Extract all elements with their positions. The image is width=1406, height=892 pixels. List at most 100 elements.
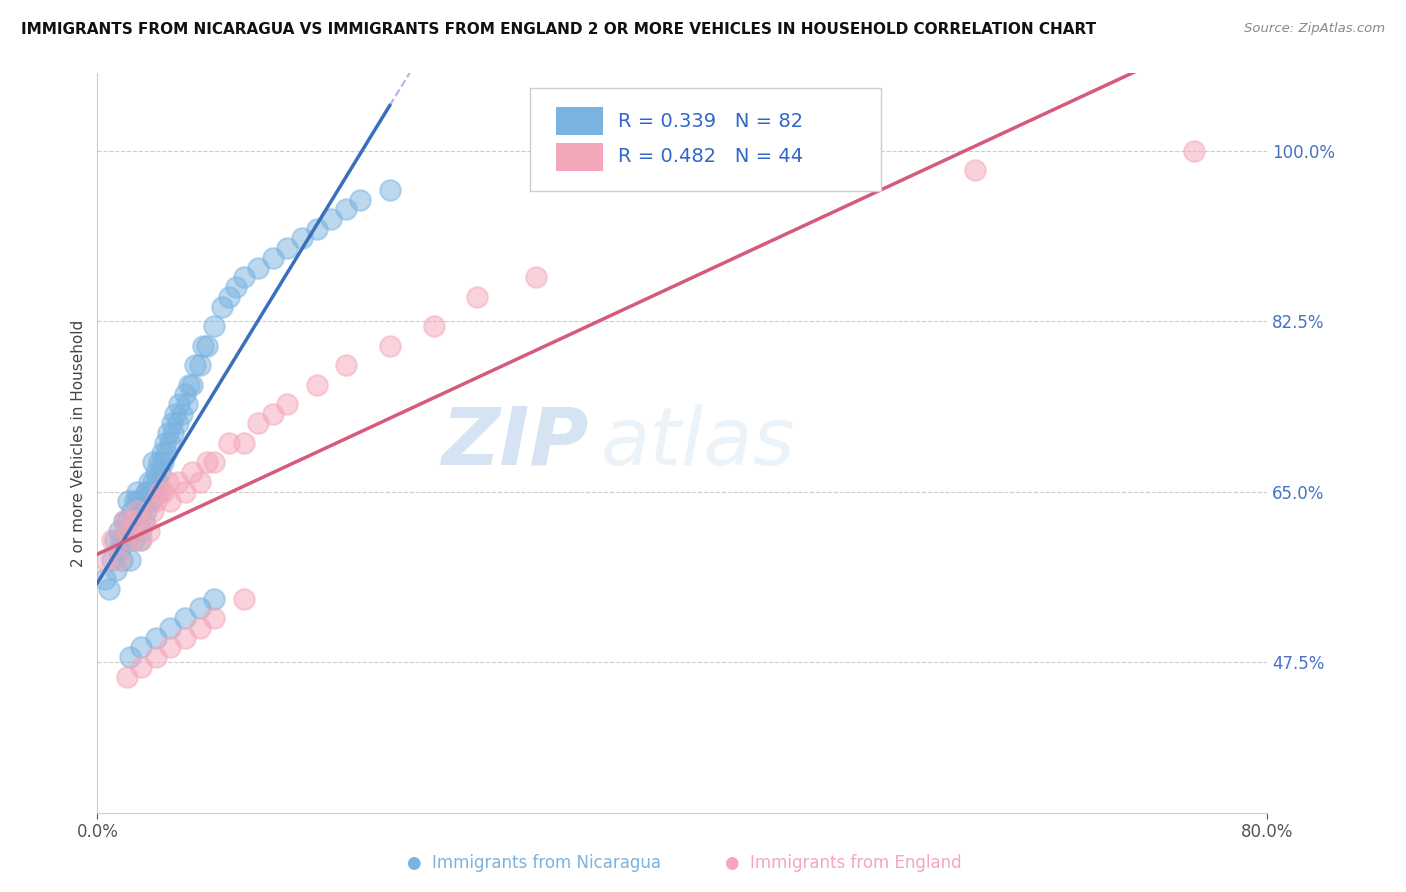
Immigrants from Nicaragua [247,260,270,275]
Immigrants from Nicaragua [155,445,177,459]
Immigrants from England [181,465,204,479]
Immigrants from England [188,475,211,489]
Immigrants from Nicaragua [211,300,233,314]
Text: ●  Immigrants from England: ● Immigrants from England [725,855,962,872]
Immigrants from Nicaragua [291,231,314,245]
Text: IMMIGRANTS FROM NICARAGUA VS IMMIGRANTS FROM ENGLAND 2 OR MORE VEHICLES IN HOUSE: IMMIGRANTS FROM NICARAGUA VS IMMIGRANTS … [21,22,1097,37]
Immigrants from England [174,484,197,499]
Text: atlas: atlas [600,404,794,482]
Immigrants from Nicaragua [378,183,401,197]
Immigrants from England [159,494,181,508]
Immigrants from England [305,377,328,392]
Immigrants from Nicaragua [138,475,160,489]
Immigrants from Nicaragua [112,514,135,528]
Immigrants from Nicaragua [136,484,159,499]
Immigrants from Nicaragua [179,377,201,392]
Immigrants from Nicaragua [108,524,131,538]
Immigrants from Nicaragua [159,436,181,450]
Immigrants from Nicaragua [159,621,181,635]
Immigrants from Nicaragua [129,504,152,518]
Immigrants from Nicaragua [188,358,211,372]
Immigrants from Nicaragua [118,553,141,567]
Immigrants from England [1182,144,1205,158]
Immigrants from Nicaragua [150,445,173,459]
Immigrants from Nicaragua [174,387,197,401]
Immigrants from Nicaragua [93,572,115,586]
Text: ZIP: ZIP [441,404,589,482]
Immigrants from Nicaragua [108,543,131,558]
Immigrants from Nicaragua [191,338,214,352]
Immigrants from England [166,475,188,489]
Immigrants from England [422,319,444,334]
Immigrants from Nicaragua [184,358,207,372]
Immigrants from Nicaragua [145,484,167,499]
Immigrants from Nicaragua [129,524,152,538]
Immigrants from Nicaragua [124,494,146,508]
Immigrants from Nicaragua [128,533,150,548]
Immigrants from England [134,514,156,528]
Immigrants from Nicaragua [160,417,183,431]
Immigrants from Nicaragua [232,270,254,285]
Immigrants from Nicaragua [218,290,240,304]
Immigrants from England [125,504,148,518]
Immigrants from England [122,514,145,528]
Immigrants from Nicaragua [122,514,145,528]
Immigrants from Nicaragua [176,397,198,411]
Immigrants from Nicaragua [181,377,204,392]
Text: R = 0.339   N = 82: R = 0.339 N = 82 [617,112,803,130]
Immigrants from Nicaragua [166,417,188,431]
Text: ●  Immigrants from Nicaragua: ● Immigrants from Nicaragua [408,855,661,872]
Immigrants from Nicaragua [101,553,124,567]
Immigrants from Nicaragua [129,640,152,655]
Immigrants from England [232,436,254,450]
Immigrants from Nicaragua [163,407,186,421]
Immigrants from England [247,417,270,431]
Immigrants from Nicaragua [110,533,132,548]
Immigrants from England [188,621,211,635]
Immigrants from Nicaragua [115,514,138,528]
Immigrants from England [156,475,179,489]
Immigrants from Nicaragua [148,455,170,469]
Immigrants from Nicaragua [305,221,328,235]
Immigrants from England [159,640,181,655]
Immigrants from England [142,504,165,518]
Immigrants from Nicaragua [104,533,127,548]
Immigrants from England [118,533,141,548]
Immigrants from England [129,660,152,674]
Immigrants from Nicaragua [121,504,143,518]
Immigrants from Nicaragua [349,193,371,207]
Immigrants from Nicaragua [135,504,157,518]
Immigrants from Nicaragua [139,484,162,499]
Immigrants from England [467,290,489,304]
Immigrants from Nicaragua [149,465,172,479]
Immigrants from Nicaragua [117,494,139,508]
Immigrants from England [115,670,138,684]
Immigrants from Nicaragua [125,484,148,499]
Immigrants from Nicaragua [188,601,211,615]
Immigrants from Nicaragua [105,562,128,576]
Immigrants from England [93,553,115,567]
Immigrants from Nicaragua [142,455,165,469]
Immigrants from England [174,631,197,645]
Immigrants from Nicaragua [195,338,218,352]
Immigrants from England [108,553,131,567]
Immigrants from England [202,455,225,469]
Immigrants from Nicaragua [145,631,167,645]
Immigrants from England [129,533,152,548]
Immigrants from Nicaragua [202,591,225,606]
Immigrants from Nicaragua [156,426,179,441]
Immigrants from England [963,163,986,178]
Immigrants from Nicaragua [335,202,357,217]
Immigrants from England [145,650,167,665]
Immigrants from Nicaragua [135,484,157,499]
Immigrants from Nicaragua [141,494,163,508]
Immigrants from England [378,338,401,352]
Immigrants from England [145,494,167,508]
Immigrants from Nicaragua [321,212,343,227]
Text: Source: ZipAtlas.com: Source: ZipAtlas.com [1244,22,1385,36]
Immigrants from Nicaragua [111,553,134,567]
Immigrants from England [218,436,240,450]
Immigrants from England [112,514,135,528]
Immigrants from England [138,524,160,538]
Immigrants from Nicaragua [146,475,169,489]
